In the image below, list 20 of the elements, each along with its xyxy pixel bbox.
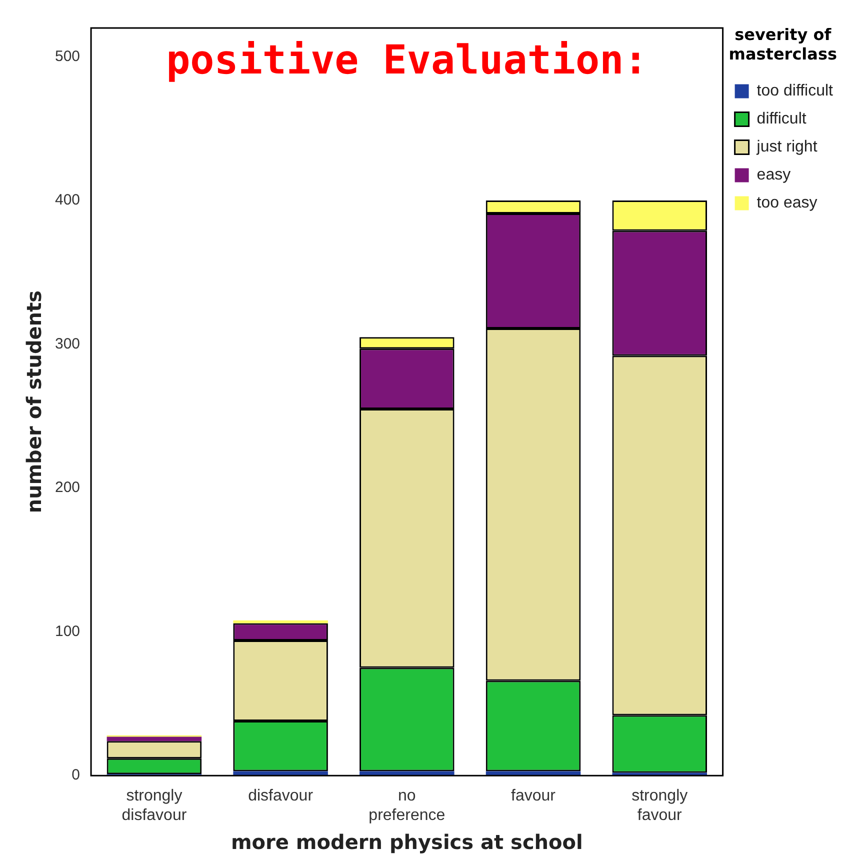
y-tick-label: 200 [54,479,80,496]
legend-label: easy [756,166,791,184]
y-tick-label: 100 [54,622,80,640]
x-tick-label: strongly disfavour [122,788,188,824]
legend-label: too easy [756,194,818,212]
y-tick-label: 500 [54,48,80,65]
x-tick-label: favour [511,788,556,805]
x-tick-label: no preference [368,788,446,824]
x-tick-label: strongly favour [632,788,688,824]
y-tick-label: 0 [72,766,80,784]
y-tick-label: 400 [54,192,80,209]
legend-label: too difficult [756,82,834,100]
legend-label: just right [756,138,818,156]
y-axis-title: number of students [22,290,46,514]
y-tick-label: 300 [54,335,80,352]
legend-label: difficult [756,110,807,128]
chart-title: positive Evaluation: [166,37,648,84]
legend-title: severity of masterclass [728,25,838,64]
x-axis-title: more modern physics at school [230,830,583,854]
x-tick-label: disfavour [248,788,314,805]
